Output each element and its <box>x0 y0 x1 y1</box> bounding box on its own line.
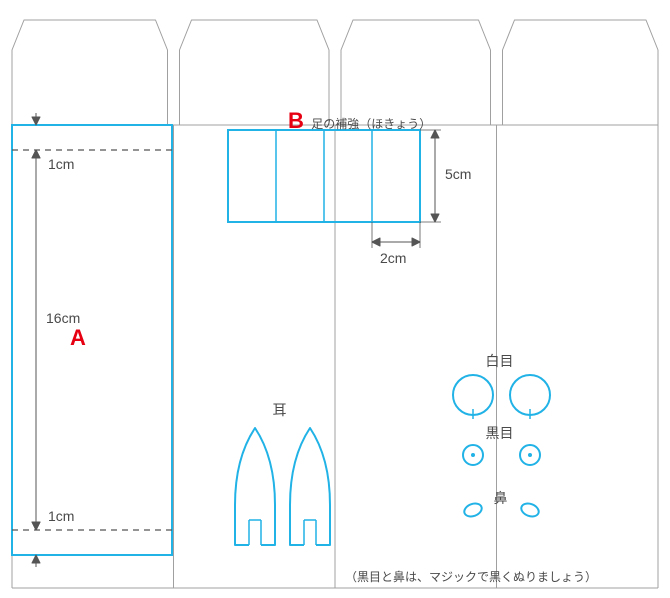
label-ears: 耳 <box>273 400 287 420</box>
label-footnote: （黒目と鼻は、マジックで黒くぬりましょう） <box>345 568 597 585</box>
label-A: A <box>70 325 86 351</box>
diagram-canvas: B 足の補強（ほきょう） A 16cm 1cm 1cm 5cm 2cm 耳 白目… <box>0 0 670 598</box>
label-B: B 足の補強（ほきょう） <box>288 108 431 134</box>
label-nose: 鼻 <box>494 488 508 508</box>
dim-2cm: 2cm <box>380 250 406 266</box>
label-B-note: 足の補強（ほきょう） <box>311 117 431 131</box>
dim-5cm: 5cm <box>445 166 471 182</box>
dim-1cm-bot: 1cm <box>48 508 74 524</box>
label-B-letter: B <box>288 108 304 133</box>
dim-1cm-top: 1cm <box>48 156 74 172</box>
label-white-eye: 白目 <box>486 351 514 371</box>
diagram-svg <box>0 0 670 598</box>
dim-16cm: 16cm <box>46 310 80 326</box>
label-black-eye: 黒目 <box>486 423 514 443</box>
